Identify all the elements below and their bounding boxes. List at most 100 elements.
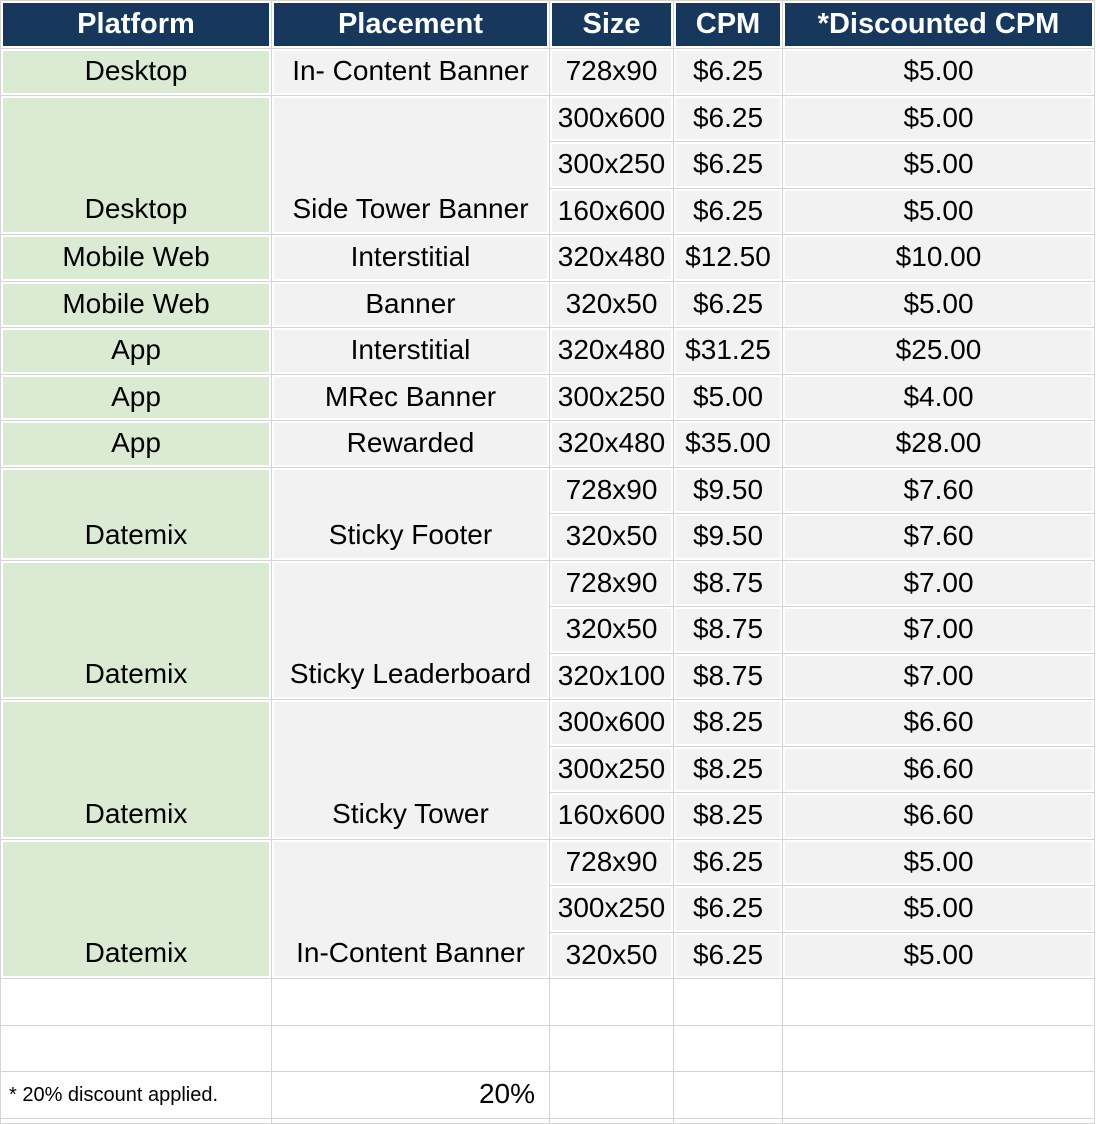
- platform-cell[interactable]: Datemix: [0, 466, 272, 561]
- size-cell[interactable]: 160x600: [549, 187, 674, 235]
- cpm-cell[interactable]: $8.75: [673, 652, 783, 700]
- cpm-cell[interactable]: $6.25: [673, 931, 783, 979]
- cpm-cell[interactable]: $6.25: [673, 48, 783, 96]
- size-cell[interactable]: 728x90: [549, 559, 674, 607]
- cpm-cell[interactable]: $9.50: [673, 466, 783, 514]
- size-cell[interactable]: 728x90: [549, 838, 674, 886]
- discounted-cpm-cell[interactable]: $5.00: [782, 838, 1095, 886]
- size-cell[interactable]: 728x90: [549, 48, 674, 96]
- placement-cell[interactable]: Rewarded: [271, 420, 550, 468]
- size-cell[interactable]: 300x250: [549, 745, 674, 793]
- blank-cell[interactable]: [782, 1071, 1095, 1119]
- discounted-cpm-cell[interactable]: $7.60: [782, 513, 1095, 561]
- blank-cell[interactable]: [0, 1024, 272, 1072]
- cpm-cell[interactable]: $6.25: [673, 141, 783, 189]
- placement-cell[interactable]: Banner: [271, 280, 550, 328]
- blank-cell[interactable]: [549, 1117, 674, 1124]
- cpm-cell[interactable]: $6.25: [673, 94, 783, 142]
- platform-cell[interactable]: Datemix: [0, 699, 272, 840]
- placement-cell[interactable]: Sticky Leaderboard: [271, 559, 550, 700]
- blank-cell[interactable]: [782, 978, 1095, 1026]
- size-cell[interactable]: 320x50: [549, 513, 674, 561]
- header-cell-size[interactable]: Size: [549, 0, 674, 49]
- platform-cell[interactable]: Desktop: [0, 94, 272, 235]
- blank-cell[interactable]: [673, 1117, 783, 1124]
- header-cell-placement[interactable]: Placement: [271, 0, 550, 49]
- size-cell[interactable]: 320x50: [549, 280, 674, 328]
- size-cell[interactable]: 320x480: [549, 327, 674, 375]
- size-cell[interactable]: 320x50: [549, 931, 674, 979]
- cpm-cell[interactable]: $6.25: [673, 280, 783, 328]
- placement-cell[interactable]: In- Content Banner: [271, 48, 550, 96]
- size-cell[interactable]: 320x100: [549, 652, 674, 700]
- blank-cell[interactable]: [673, 1071, 783, 1119]
- size-cell[interactable]: 728x90: [549, 466, 674, 514]
- discounted-cpm-cell[interactable]: $5.00: [782, 141, 1095, 189]
- size-cell[interactable]: 300x250: [549, 373, 674, 421]
- cpm-cell[interactable]: $9.50: [673, 513, 783, 561]
- discounted-cpm-cell[interactable]: $5.00: [782, 931, 1095, 979]
- cpm-cell[interactable]: $8.25: [673, 699, 783, 747]
- discounted-cpm-cell[interactable]: $7.00: [782, 606, 1095, 654]
- discounted-cpm-cell[interactable]: $5.00: [782, 885, 1095, 933]
- size-cell[interactable]: 320x50: [549, 606, 674, 654]
- header-cell-discounted-cpm[interactable]: *Discounted CPM: [782, 0, 1095, 49]
- cpm-cell[interactable]: $8.25: [673, 745, 783, 793]
- size-cell[interactable]: 300x250: [549, 885, 674, 933]
- platform-cell[interactable]: Desktop: [0, 48, 272, 96]
- discounted-cpm-cell[interactable]: $4.00: [782, 373, 1095, 421]
- platform-cell[interactable]: Mobile Web: [0, 280, 272, 328]
- discounted-cpm-cell[interactable]: $28.00: [782, 420, 1095, 468]
- discounted-cpm-cell[interactable]: $6.60: [782, 745, 1095, 793]
- discounted-cpm-cell[interactable]: $5.00: [782, 280, 1095, 328]
- discounted-cpm-cell[interactable]: $7.00: [782, 559, 1095, 607]
- cpm-cell[interactable]: $5.00: [673, 373, 783, 421]
- discounted-cpm-cell[interactable]: $5.00: [782, 48, 1095, 96]
- placement-cell[interactable]: Interstitial: [271, 327, 550, 375]
- discounted-cpm-cell[interactable]: $25.00: [782, 327, 1095, 375]
- platform-cell[interactable]: Datemix: [0, 838, 272, 979]
- size-cell[interactable]: 320x480: [549, 420, 674, 468]
- platform-cell[interactable]: Mobile Web: [0, 234, 272, 282]
- discounted-cpm-cell[interactable]: $5.00: [782, 94, 1095, 142]
- cpm-cell[interactable]: $8.25: [673, 792, 783, 840]
- discounted-cpm-cell[interactable]: $6.60: [782, 699, 1095, 747]
- cpm-cell[interactable]: $8.75: [673, 559, 783, 607]
- cpm-cell[interactable]: $31.25: [673, 327, 783, 375]
- blank-cell[interactable]: [549, 1071, 674, 1119]
- header-cell-cpm[interactable]: CPM: [673, 0, 783, 49]
- header-cell-platform[interactable]: Platform: [0, 0, 272, 49]
- discounted-cpm-cell[interactable]: $10.00: [782, 234, 1095, 282]
- footnote-cell[interactable]: * 20% discount applied.: [0, 1071, 272, 1119]
- size-cell[interactable]: 300x600: [549, 699, 674, 747]
- platform-cell[interactable]: App: [0, 327, 272, 375]
- blank-cell[interactable]: [549, 978, 674, 1026]
- placement-cell[interactable]: MRec Banner: [271, 373, 550, 421]
- blank-cell[interactable]: [782, 1024, 1095, 1072]
- placement-cell[interactable]: Sticky Footer: [271, 466, 550, 561]
- platform-cell[interactable]: Datemix: [0, 559, 272, 700]
- cpm-cell[interactable]: $8.75: [673, 606, 783, 654]
- discounted-cpm-cell[interactable]: $7.60: [782, 466, 1095, 514]
- placement-cell[interactable]: Interstitial: [271, 234, 550, 282]
- blank-cell[interactable]: [271, 978, 550, 1026]
- discounted-cpm-cell[interactable]: $6.60: [782, 792, 1095, 840]
- blank-cell[interactable]: [271, 1024, 550, 1072]
- size-cell[interactable]: 300x600: [549, 94, 674, 142]
- cpm-cell[interactable]: $6.25: [673, 885, 783, 933]
- blank-cell[interactable]: [0, 978, 272, 1026]
- platform-cell[interactable]: App: [0, 420, 272, 468]
- blank-cell[interactable]: [673, 978, 783, 1026]
- discount-value-cell[interactable]: 20%: [271, 1071, 550, 1119]
- cpm-cell[interactable]: $12.50: [673, 234, 783, 282]
- platform-cell[interactable]: App: [0, 373, 272, 421]
- blank-cell[interactable]: [782, 1117, 1095, 1124]
- blank-cell[interactable]: [0, 1117, 272, 1124]
- cpm-cell[interactable]: $6.25: [673, 187, 783, 235]
- cpm-cell[interactable]: $35.00: [673, 420, 783, 468]
- blank-cell[interactable]: [673, 1024, 783, 1072]
- cpm-cell[interactable]: $6.25: [673, 838, 783, 886]
- blank-cell[interactable]: [271, 1117, 550, 1124]
- placement-cell[interactable]: In-Content Banner: [271, 838, 550, 979]
- placement-cell[interactable]: Sticky Tower: [271, 699, 550, 840]
